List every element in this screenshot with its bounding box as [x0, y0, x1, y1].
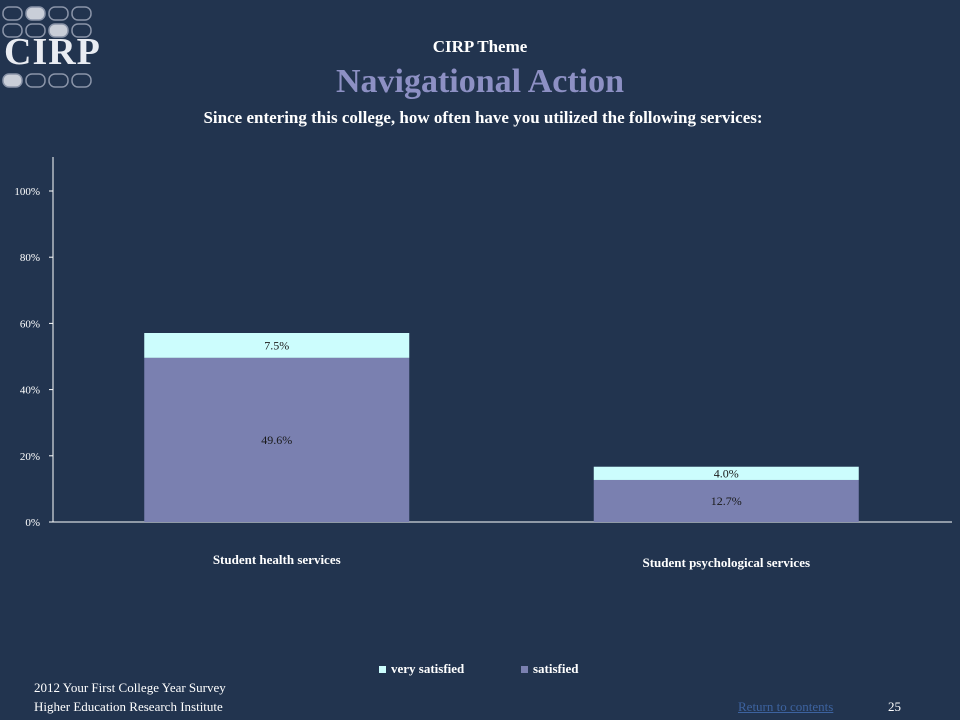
- data-label-very-satisfied: 4.0%: [714, 466, 739, 480]
- stacked-bar-chart: 0% 20% 40% 60% 80% 100% 49.6% 7.5% Student healt…: [14, 157, 952, 570]
- page-number: 25: [888, 699, 901, 714]
- footer-institute: Higher Education Research Institute: [34, 699, 223, 714]
- page-title: Navigational Action: [335, 63, 625, 100]
- bar-segment-very-satisfied: [593, 466, 859, 480]
- y-tick-label: 0%: [25, 517, 40, 529]
- x-category-label: Student health services: [213, 552, 341, 567]
- bar-segment-very-satisfied: [144, 332, 410, 358]
- data-label-satisfied: 12.7%: [711, 494, 742, 508]
- data-label-very-satisfied: 7.5%: [264, 338, 289, 352]
- legend-item-satisfied: satisfied: [521, 661, 579, 677]
- cirp-logo: CIRP: [0, 0, 100, 96]
- legend-swatch-satisfied: [521, 665, 528, 673]
- bar-segment-satisfied: [144, 357, 410, 522]
- legend-label-satisfied: satisfied: [533, 661, 579, 676]
- logo-pill-grid: [2, 6, 92, 88]
- footer-survey: 2012 Your First College Year Survey: [34, 680, 226, 695]
- chart-legend: very satisfied satisfied: [0, 661, 960, 679]
- legend-swatch-very-satisfied: [379, 665, 386, 673]
- question-text: Since entering this college, how often h…: [203, 108, 763, 127]
- y-tick-label: 40%: [20, 385, 40, 397]
- legend-item-very-satisfied: very satisfied: [379, 661, 464, 677]
- logo-text: CIRP: [4, 31, 101, 73]
- y-tick-label: 20%: [20, 451, 40, 463]
- y-tick-label: 80%: [20, 252, 40, 264]
- legend-label-very-satisfied: very satisfied: [391, 661, 465, 676]
- y-tick-label: 100%: [14, 186, 40, 198]
- theme-label: CIRP Theme: [432, 37, 528, 56]
- data-label-satisfied: 49.6%: [261, 433, 292, 447]
- y-tick-label: 60%: [20, 318, 40, 330]
- return-to-contents-link[interactable]: Return to contents: [738, 699, 834, 714]
- x-category-label: Student psychological services: [642, 555, 810, 570]
- bar-segment-satisfied: [593, 479, 859, 522]
